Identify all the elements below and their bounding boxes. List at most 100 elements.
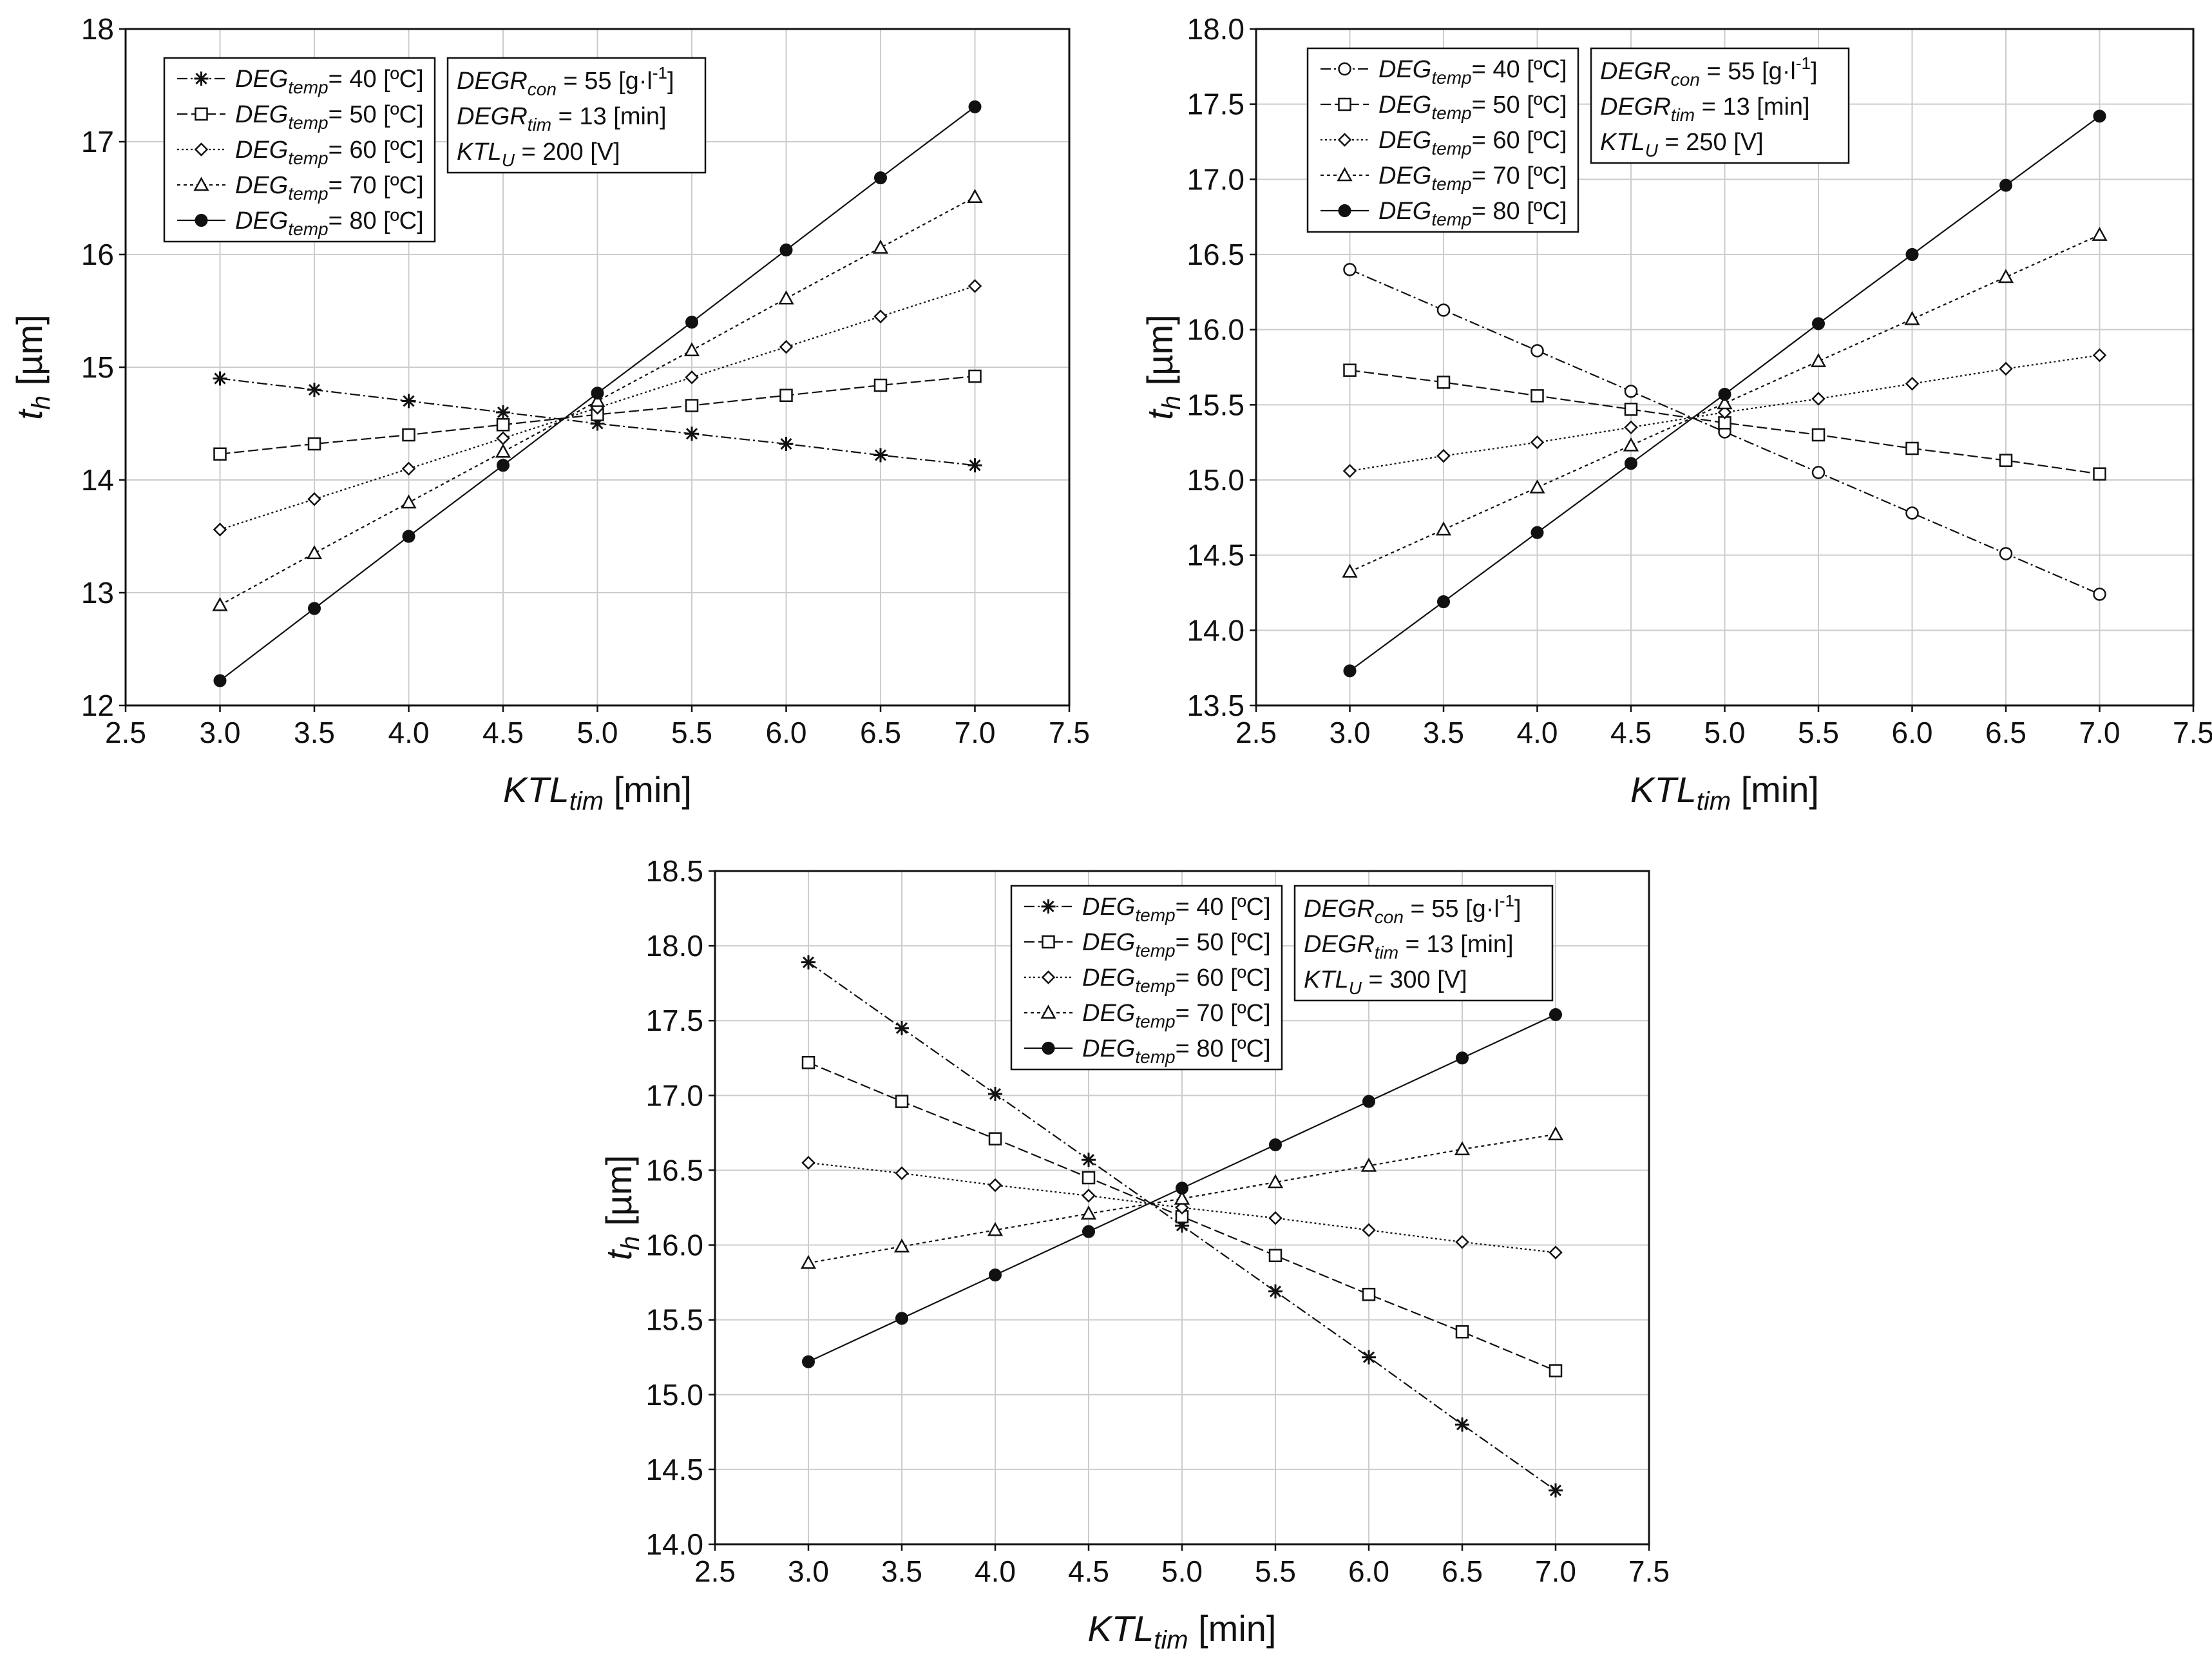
y-tick-label: 17.5: [1187, 88, 1244, 121]
y-tick-label: 14.5: [1187, 539, 1244, 572]
data-point: [1436, 303, 1451, 317]
y-axis-title: th [µm]: [598, 1155, 645, 1260]
data-point: [1082, 1225, 1095, 1238]
x-tick-label: 3.5: [1423, 716, 1464, 749]
data-point: [1080, 1205, 1097, 1220]
conditions-box: DEGRcon = 55 [g·l-1] DEGRtim = 13 [min] KT…: [446, 57, 707, 174]
data-point: [213, 447, 227, 461]
data-point: [968, 458, 982, 473]
data-point: [685, 370, 699, 385]
data-point: [402, 530, 415, 543]
data-point: [1905, 248, 1919, 261]
y-tick-label: 17.0: [1187, 162, 1244, 196]
data-point: [1267, 1174, 1284, 1189]
data-point: [306, 545, 323, 559]
data-point: [895, 1312, 908, 1325]
x-tick-label: 6.5: [860, 716, 901, 749]
legend-marker: [194, 142, 209, 157]
y-axis-title: th [µm]: [1139, 314, 1186, 419]
data-point: [968, 369, 982, 383]
legend-label: DEGtemp= 50 [ºC]: [1378, 91, 1567, 123]
x-tick-label: 6.0: [766, 716, 807, 749]
conditions-frame: [1590, 47, 1850, 164]
data-point: [591, 387, 604, 400]
data-point: [1997, 269, 2014, 283]
x-tick-label: 3.0: [1330, 716, 1371, 749]
data-point: [1268, 1249, 1282, 1263]
legend-label: DEGtemp= 70 [ºC]: [235, 172, 424, 204]
data-point: [1455, 1325, 1469, 1339]
data-point: [1082, 1189, 1096, 1203]
legend-label: DEGtemp= 80 [ºC]: [1378, 198, 1567, 229]
data-point: [800, 1254, 817, 1269]
x-tick-label: 5.0: [1704, 716, 1746, 749]
x-axis-title: KTLtim [min]: [1630, 769, 1819, 816]
data-point: [2093, 588, 2106, 601]
conditions-frame: [1293, 885, 1554, 1002]
legend: DEGtemp= 40 [ºC]DEGtemp= 50 [ºC]DEGtemp=…: [1306, 47, 1579, 233]
data-point: [1905, 376, 1920, 391]
legend: DEGtemp= 40 [ºC]DEGtemp= 50 [ºC]DEGtemp=…: [163, 57, 436, 243]
data-point: [685, 426, 699, 441]
data-point: [1529, 479, 1545, 493]
series-line-4: [1349, 234, 2100, 573]
y-tick-label: 18.0: [645, 929, 703, 963]
legend-marker: [195, 214, 208, 227]
data-point: [1717, 405, 1732, 419]
data-point: [1530, 435, 1545, 450]
data-point: [1437, 595, 1450, 608]
x-tick-label: 6.5: [1985, 716, 2026, 749]
data-point: [1174, 1190, 1190, 1205]
x-tick-label: 4.5: [482, 716, 524, 749]
data-point: [801, 1055, 815, 1069]
data-point: [1082, 1171, 1096, 1185]
data-point: [2092, 227, 2108, 241]
data-point: [1456, 1051, 1469, 1065]
data-point: [873, 378, 888, 392]
x-tick-label: 4.0: [1517, 716, 1558, 749]
data-point: [1362, 1350, 1376, 1365]
data-point: [1530, 389, 1544, 403]
x-tick-label: 5.0: [577, 716, 618, 749]
legend-marker: [1041, 970, 1056, 984]
legend-label: DEGtemp= 70 [ºC]: [1378, 162, 1567, 194]
data-point: [987, 1221, 1004, 1236]
data-point: [2092, 348, 2107, 363]
data-point: [1455, 1235, 1469, 1249]
x-tick-label: 3.5: [294, 716, 335, 749]
data-point: [895, 1095, 909, 1108]
data-point: [874, 171, 887, 184]
data-point: [1549, 1483, 1563, 1498]
x-tick-label: 7.0: [1535, 1555, 1576, 1588]
data-point: [212, 597, 228, 611]
data-point: [1175, 1218, 1189, 1233]
x-axis-title: KTLtim [min]: [503, 769, 692, 816]
chart-panel-bottom-center: 2.5 3.0 3.5 4.0 4.5 5.0 5.5 6.0 6.5 7.0 7.5 14.0 14.…: [598, 854, 1670, 1654]
x-tick-label: 4.0: [975, 1555, 1016, 1588]
data-point: [307, 383, 321, 397]
y-tick-label: 16.0: [645, 1229, 703, 1262]
x-tick-label: 2.5: [105, 716, 146, 749]
data-point: [496, 418, 510, 432]
x-tick-label: 3.0: [200, 716, 241, 749]
data-point: [307, 437, 321, 451]
y-tick-label: 16.5: [1187, 238, 1244, 271]
y-tick-label: 15.0: [1187, 463, 1244, 497]
data-point: [401, 494, 417, 509]
data-point: [988, 1178, 1002, 1192]
data-point: [779, 244, 793, 256]
data-point: [1812, 317, 1825, 330]
legend-marker: [1338, 62, 1351, 76]
x-tick-label: 2.5: [694, 1555, 736, 1588]
x-tick-label: 4.0: [388, 716, 430, 749]
data-point: [1999, 178, 2012, 192]
data-point: [1904, 311, 1920, 325]
x-tick-label: 5.5: [1255, 1555, 1296, 1588]
data-point: [1082, 1153, 1096, 1167]
condition-label: DEGRcon = 55 [g·l-1]: [1304, 891, 1521, 927]
x-tick-label: 3.0: [788, 1555, 829, 1588]
legend-label: DEGtemp= 80 [ºC]: [235, 207, 424, 239]
data-point: [495, 443, 511, 458]
data-point: [1342, 464, 1357, 478]
y-tick-label: 13.5: [1187, 689, 1244, 722]
